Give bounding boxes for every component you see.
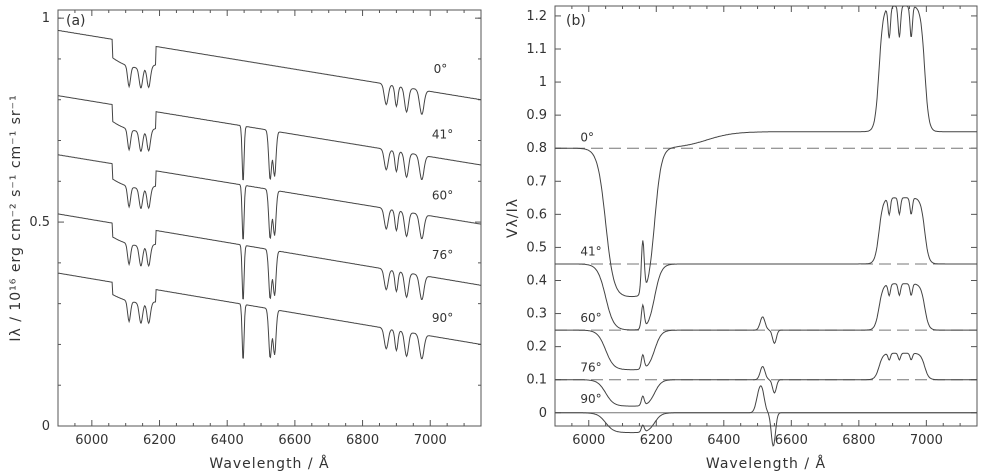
y-tick-label: 1.1 xyxy=(526,42,547,57)
panel-b-y-axis-label: Vλ/Iλ xyxy=(505,198,521,238)
panel-b-frame xyxy=(554,5,978,427)
panel-b: (b) Wavelength / Å Vλ/Iλ 6000 6200 6400 660… xyxy=(505,5,978,472)
curve-label-2: 60° xyxy=(432,189,453,203)
y-tick-label: 1 xyxy=(42,11,50,26)
panel-b-label: (b) xyxy=(566,13,586,29)
panel-b-ticks: 6000 6200 6400 6600 6800 7000 0 0.1 0.2 0.3 0.4 0.5… xyxy=(526,6,978,448)
x-tick-label: 6600 xyxy=(278,433,311,448)
panel-b-x-axis-label: Wavelength / Å xyxy=(706,455,826,472)
panel-a: (a) Wavelength / Å Iλ / 10¹⁶ erg cm⁻² s⁻… xyxy=(8,9,482,472)
x-tick-label: 7000 xyxy=(910,433,943,448)
panel-a-series: 0° 41° 60° 76° 90° xyxy=(57,29,482,360)
polarization-curve-2 xyxy=(555,283,977,371)
panel-a-label: (a) xyxy=(66,13,86,29)
x-tick-label: 6200 xyxy=(640,433,673,448)
polarization-curve-4 xyxy=(555,385,977,447)
curve-label-b-0: 0° xyxy=(580,131,594,145)
x-tick-label: 6200 xyxy=(143,433,176,448)
y-tick-label: 0.4 xyxy=(526,273,547,288)
spectrum-curve-2 xyxy=(57,154,482,240)
curve-label-4: 90° xyxy=(432,311,453,325)
curve-label-0: 0° xyxy=(434,62,448,76)
curve-label-b-4: 90° xyxy=(580,392,601,406)
polarization-curve-0 xyxy=(555,5,977,298)
spectrum-curve-3 xyxy=(57,213,482,301)
panel-a-x-axis-label: Wavelength / Å xyxy=(209,455,329,472)
x-tick-label: 6400 xyxy=(707,433,740,448)
x-tick-label: 6400 xyxy=(211,433,244,448)
y-tick-label: 0.5 xyxy=(29,215,50,230)
panel-b-series: 0° 41° 60° 76° 90° xyxy=(555,5,977,447)
spectrum-curve-4 xyxy=(57,272,482,360)
x-tick-label: 6000 xyxy=(572,433,605,448)
x-tick-label: 6600 xyxy=(775,433,808,448)
spectrum-curve-1 xyxy=(57,95,482,181)
panel-a-y-axis-label: Iλ / 10¹⁶ erg cm⁻² s⁻¹ cm⁻¹ sr⁻¹ xyxy=(8,94,24,341)
y-tick-label: 0.3 xyxy=(526,307,547,322)
polarization-curve-3 xyxy=(555,352,977,407)
y-tick-label: 0.9 xyxy=(526,108,547,123)
y-tick-label: 0.2 xyxy=(526,340,547,355)
x-tick-label: 6800 xyxy=(346,433,379,448)
panel-a-ticks: 6000 6200 6400 6600 6800 7000 0 0.5 1 xyxy=(29,10,482,448)
y-tick-label: 1 xyxy=(539,75,547,90)
y-tick-label: 0 xyxy=(539,406,547,421)
curve-label-3: 76° xyxy=(432,248,453,262)
y-tick-label: 1.2 xyxy=(526,9,547,24)
y-tick-label: 0.6 xyxy=(526,207,547,222)
spectrum-curve-0 xyxy=(57,29,482,115)
panel-a-frame xyxy=(57,9,482,427)
curve-label-b-3: 76° xyxy=(580,360,601,374)
y-tick-label: 0.7 xyxy=(526,174,547,189)
y-tick-label: 0.8 xyxy=(526,141,547,156)
polarization-curve-1 xyxy=(555,197,977,331)
y-tick-label: 0.5 xyxy=(526,240,547,255)
x-tick-label: 6800 xyxy=(842,433,875,448)
y-tick-label: 0 xyxy=(42,419,50,434)
curve-label-b-1: 41° xyxy=(580,245,601,259)
x-tick-label: 7000 xyxy=(414,433,447,448)
y-tick-label: 0.1 xyxy=(526,373,547,388)
curve-label-b-2: 60° xyxy=(580,311,601,325)
panel-b-reference-lines xyxy=(555,147,977,414)
x-tick-label: 6000 xyxy=(75,433,108,448)
curve-label-1: 41° xyxy=(432,127,453,141)
